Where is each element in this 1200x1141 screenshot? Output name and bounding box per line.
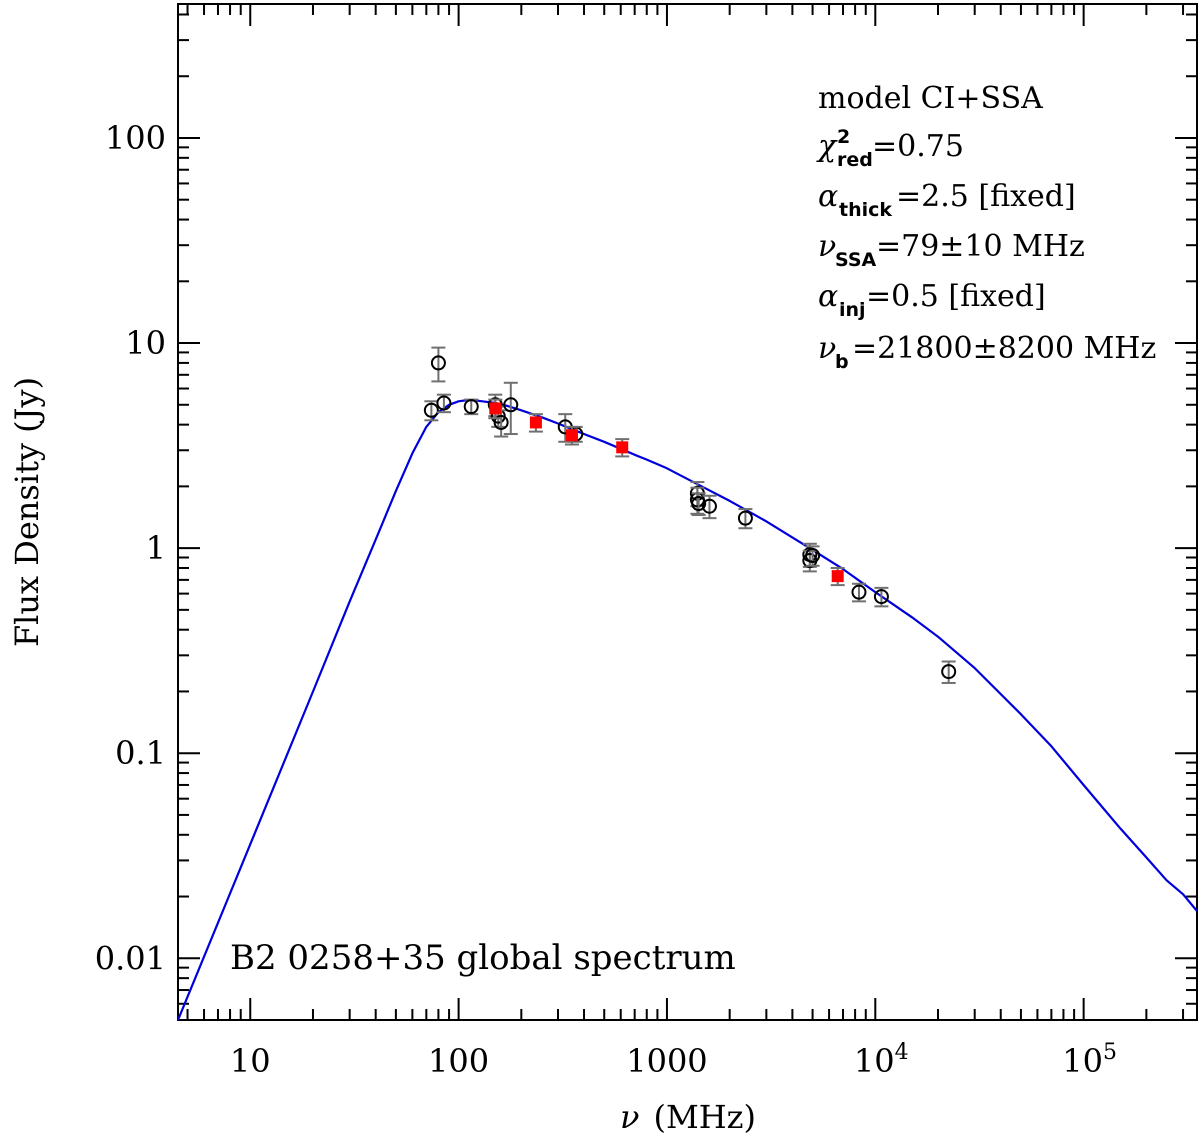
x-tick-label: 10 (230, 1042, 271, 1080)
data-point (430, 346, 446, 383)
open-circle-marker (463, 399, 479, 415)
filled-square-marker (489, 402, 502, 415)
data-point (615, 438, 630, 458)
alpha-inj-subscript: inj (839, 299, 866, 321)
y-tick-label: 1 (146, 529, 166, 567)
open-circle-marker (503, 397, 519, 413)
open-circle-marker (941, 664, 957, 680)
alpha-thick-symbol: α (818, 179, 838, 214)
chi2-subscript: red (837, 149, 873, 171)
model-curve (176, 399, 1198, 1021)
data-point (503, 381, 519, 436)
data-point (805, 545, 821, 567)
alpha-thick-value: =2.5 [fixed] (896, 179, 1076, 214)
data-point (564, 425, 579, 446)
data-points-layer (423, 346, 957, 684)
data-point (528, 413, 543, 433)
open-circle-marker (805, 548, 821, 564)
chi2-symbol: χ (816, 129, 838, 164)
filled-square-marker (529, 416, 542, 429)
data-point (463, 398, 479, 416)
x-tick-label: 1000 (626, 1042, 707, 1080)
nu-b-value: =21800±8200 MHz (852, 331, 1156, 366)
data-point (941, 660, 957, 684)
open-circle-marker (851, 584, 867, 600)
y-axis-title: Flux Density (Jy) (8, 377, 46, 647)
data-point (873, 586, 889, 608)
annotation-alpha-inj: α inj =0.5 [fixed] (818, 279, 1046, 321)
data-point (851, 582, 867, 603)
fit-annotation: model CI+SSA χ 2 red =0.75 α thick =2.5 … (816, 81, 1156, 373)
x-tick-label: 104 (854, 1040, 909, 1080)
annotation-nu-ssa: ν SSA =79±10 MHz (818, 229, 1085, 271)
y-tick-label: 10 (125, 324, 166, 362)
chi2-value: =0.75 (872, 129, 964, 164)
y-tick-label: 100 (105, 119, 166, 157)
nu-ssa-value: =79±10 MHz (876, 229, 1085, 264)
data-point (488, 398, 503, 420)
filled-square-marker (616, 441, 629, 454)
nu-b-symbol: ν (818, 331, 836, 366)
open-circle-marker (436, 395, 452, 411)
annotation-nu-b: ν b =21800±8200 MHz (818, 331, 1156, 373)
x-tick-label: 105 (1062, 1040, 1117, 1080)
nu-ssa-symbol: ν (818, 229, 836, 264)
filled-square-marker (831, 570, 844, 583)
alpha-inj-value: =0.5 [fixed] (866, 279, 1046, 314)
annotation-chi2: χ 2 red =0.75 (816, 126, 964, 171)
alpha-thick-subscript: thick (839, 199, 892, 221)
model-curve-layer (176, 399, 1198, 1021)
axis-ticks (178, 4, 1197, 1021)
open-circle-marker (691, 496, 707, 512)
open-circle-marker (423, 402, 439, 418)
data-point (691, 492, 707, 517)
data-point (423, 400, 439, 422)
open-circle-marker (493, 414, 509, 430)
annotation-alpha-thick: α thick =2.5 [fixed] (818, 179, 1076, 221)
y-tick-label: 0.01 (95, 939, 166, 977)
y-tick-label: 0.1 (115, 734, 166, 772)
plot-frame (177, 3, 1198, 1021)
nu-b-subscript: b (835, 351, 849, 373)
open-circle-marker (430, 355, 446, 371)
annotation-model: model CI+SSA (818, 81, 1043, 116)
alpha-inj-symbol: α (818, 279, 838, 314)
tick-labels: 10 100 1000 104 105 0.01 0.1 1 10 100 (95, 119, 1117, 1080)
data-point (701, 494, 717, 520)
open-circle-marker (737, 510, 753, 526)
nu-ssa-subscript: SSA (835, 249, 877, 271)
data-point (557, 413, 573, 443)
x-axis-title: ν (MHz) (620, 1098, 756, 1136)
chi2-superscript: 2 (837, 126, 850, 148)
data-point (830, 566, 845, 587)
open-circle-marker (701, 498, 717, 514)
source-label: B2 0258+35 global spectrum (230, 938, 736, 978)
data-point (436, 393, 452, 414)
filled-square-marker (565, 429, 578, 442)
open-circle-marker (873, 589, 889, 605)
data-point (737, 508, 753, 530)
x-tick-label: 100 (428, 1042, 489, 1080)
